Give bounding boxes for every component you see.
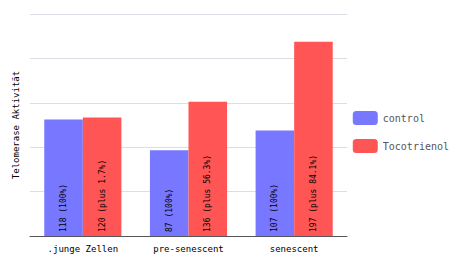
svg-text:control: control bbox=[383, 113, 425, 124]
svg-text:136 (plus 56.3%): 136 (plus 56.3%) bbox=[203, 155, 212, 232]
svg-text:107 (100%): 107 (100%) bbox=[270, 184, 279, 232]
svg-text:Telomerase Aktivität: Telomerase Aktivität bbox=[11, 71, 21, 179]
svg-text:Tocotrienol: Tocotrienol bbox=[383, 141, 449, 152]
svg-text:pre-senescent: pre-senescent bbox=[153, 244, 223, 254]
svg-text:120 (plus 1.7%): 120 (plus 1.7%) bbox=[98, 160, 107, 232]
svg-text:118 (100%): 118 (100%) bbox=[59, 184, 68, 232]
svg-text:senescent: senescent bbox=[270, 244, 319, 254]
svg-text:87 (100%): 87 (100%) bbox=[165, 189, 174, 232]
svg-text:.junge Zellen: .junge Zellen bbox=[48, 244, 118, 254]
svg-text:197 (plus 84.1%): 197 (plus 84.1%) bbox=[309, 155, 318, 232]
